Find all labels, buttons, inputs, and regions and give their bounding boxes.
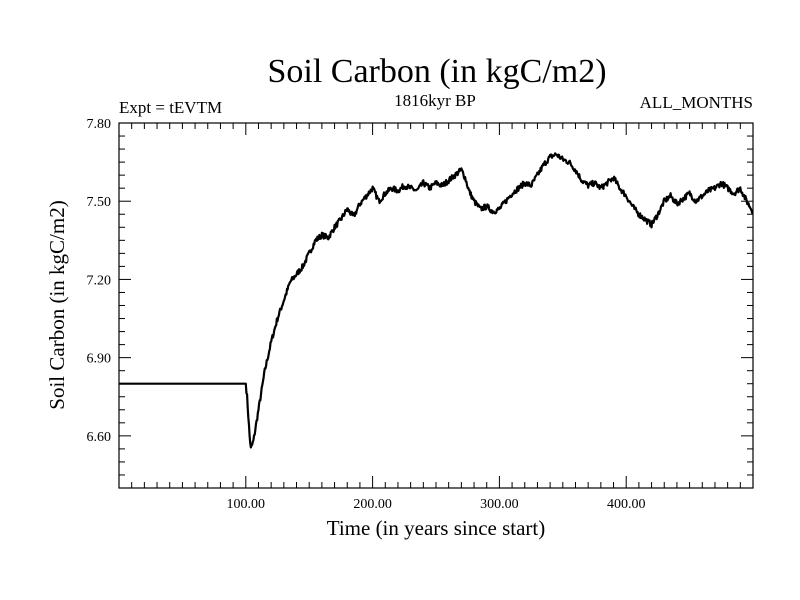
- plot-frame: [118, 122, 754, 489]
- y-tick-label: 7.20: [87, 273, 112, 288]
- x-tick-label: 400.00: [607, 497, 646, 512]
- chart-title: Soil Carbon (in kgC/m2): [267, 53, 606, 90]
- y-tick-label: 6.90: [87, 352, 112, 367]
- y-tick-label: 6.60: [87, 430, 112, 445]
- y-tick-label: 7.50: [87, 195, 112, 210]
- x-tick-label: 100.00: [227, 497, 266, 512]
- tick-labels: 100.00 200.00 300.00 400.00 6.60 6.90 7.20 7.50…: [87, 117, 646, 512]
- experiment-label: Expt = tEVTM: [119, 98, 222, 117]
- x-axis-label: Time (in years since start): [327, 516, 546, 540]
- y-tick-label: 7.80: [87, 117, 112, 132]
- period-label: 1816kyr BP: [394, 91, 476, 110]
- y-axis-label: Soil Carbon (in kgC/m2): [45, 200, 69, 409]
- x-tick-label: 200.00: [353, 497, 392, 512]
- soil-carbon-series-line: [119, 152, 753, 449]
- tick-marks: [119, 123, 753, 488]
- months-label: ALL_MONTHS: [640, 93, 753, 112]
- x-tick-label: 300.00: [480, 497, 519, 512]
